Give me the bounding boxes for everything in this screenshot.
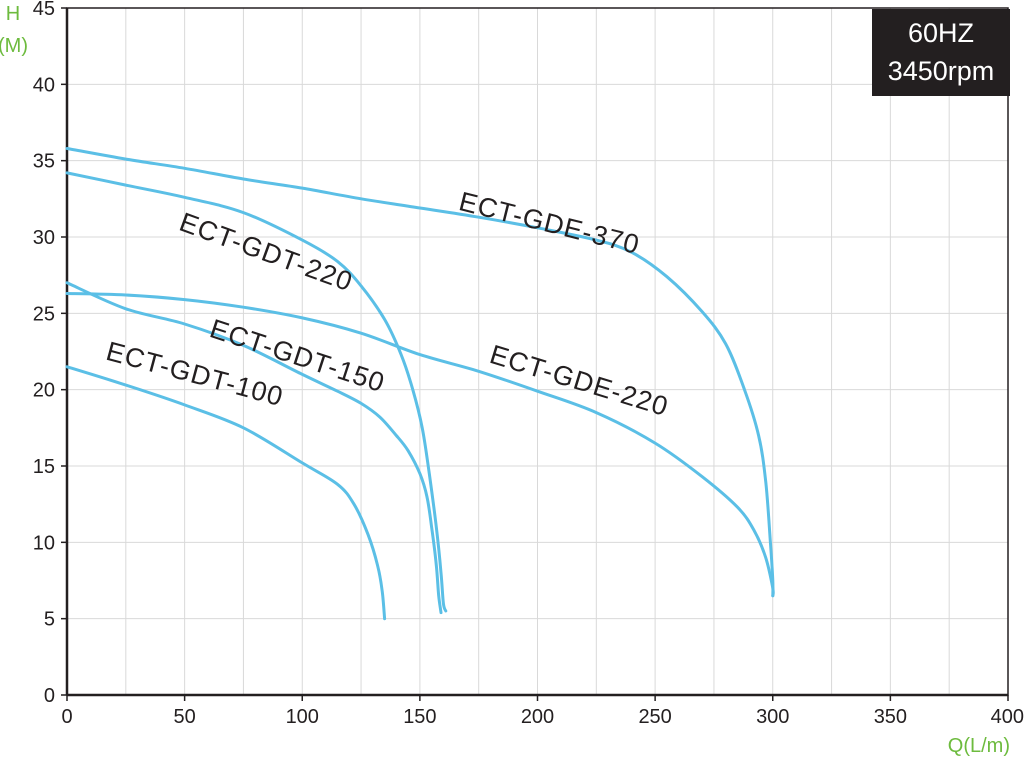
series-label-ect-gdt-220: ECT-GDT-220: [176, 207, 357, 297]
series-line-ect-gdt-220: [65, 171, 448, 613]
series-label-ect-gde-370: ECT-GDE-370: [456, 186, 643, 260]
x-tick-label: 150: [403, 706, 436, 728]
frequency-badge: 60HZ 3450rpm: [872, 9, 1010, 96]
x-tick-label: 50: [174, 706, 196, 728]
y-tick-label: 0: [44, 685, 55, 707]
tick-labels: 0 50 100 150 200 250 300 350 400 0 5 10 15 20 25 30 35 40…: [33, 0, 1024, 728]
series-line-ect-gdt-100: [65, 365, 387, 621]
x-tick-label: 200: [521, 706, 554, 728]
badge-frequency: 60HZ: [908, 18, 974, 48]
series-line-ect-gdt-150: [65, 281, 443, 615]
y-tick-label: 45: [33, 0, 55, 20]
axes: [61, 7, 1009, 701]
y-axis-unit-label: (M): [0, 35, 28, 57]
y-axis-label: H: [6, 3, 20, 25]
y-tick-label: 30: [33, 227, 55, 249]
y-tick-label: 35: [33, 151, 55, 173]
y-tick-label: 40: [33, 74, 55, 96]
series-curves: [65, 147, 775, 621]
badge-background: [872, 9, 1010, 96]
x-axis-label: Q(L/m): [948, 735, 1010, 757]
y-tick-label: 15: [33, 456, 55, 478]
grid-lines: [67, 7, 1008, 695]
series-line-ect-gde-220: [65, 292, 775, 598]
y-tick-label: 5: [44, 609, 55, 631]
badge-speed: 3450rpm: [888, 56, 995, 86]
x-tick-label: 250: [638, 706, 671, 728]
series-line-ect-gde-370: [65, 147, 775, 598]
series-label-ect-gde-220: ECT-GDE-220: [486, 339, 672, 422]
y-tick-label: 10: [33, 532, 55, 554]
x-tick-label: 300: [756, 706, 789, 728]
x-tick-label: 400: [991, 706, 1024, 728]
x-tick-label: 350: [874, 706, 907, 728]
y-tick-label: 25: [33, 303, 55, 325]
series-labels: ECT-GDT-100ECT-GDT-150ECT-GDT-220ECT-GDE…: [103, 186, 672, 422]
y-tick-label: 20: [33, 380, 55, 402]
x-tick-label: 0: [61, 706, 72, 728]
x-tick-label: 100: [286, 706, 319, 728]
